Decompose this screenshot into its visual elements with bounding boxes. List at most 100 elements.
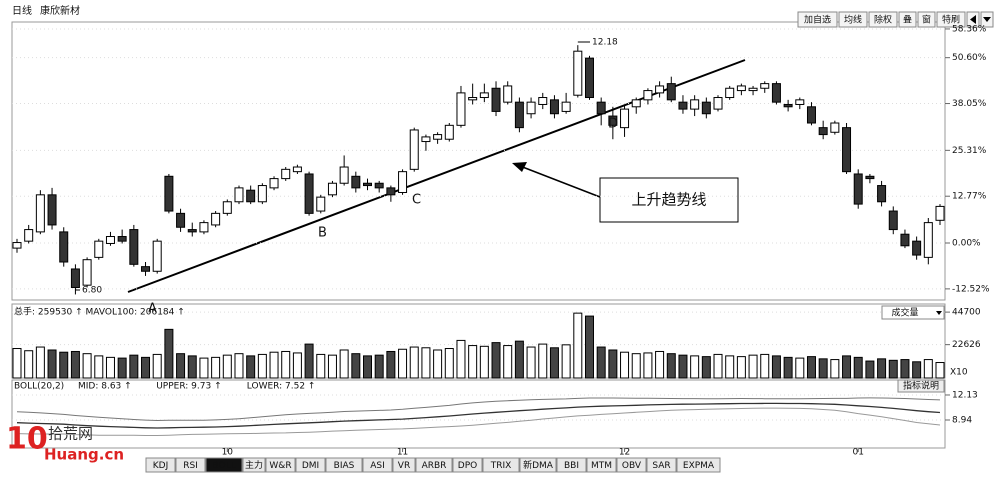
toolbar-button-label: 叠 xyxy=(903,15,912,26)
indicator-tab[interactable] xyxy=(646,457,677,473)
candle-body xyxy=(222,201,232,214)
toolbar-button-label: 特刷 xyxy=(942,14,960,26)
volume-bar xyxy=(888,359,898,379)
indicator-tab[interactable] xyxy=(295,457,326,473)
candle-body xyxy=(608,115,618,126)
volume-bar xyxy=(713,353,723,379)
dropdown-icon xyxy=(983,17,991,22)
candle-body xyxy=(304,173,314,214)
indicator-tab-label: ARBR xyxy=(422,461,447,471)
volume-bar xyxy=(900,359,910,379)
indicator-tab[interactable] xyxy=(482,457,520,473)
candle-body xyxy=(666,83,676,101)
x-tick-label: 10 xyxy=(222,448,234,458)
price-panel xyxy=(11,21,946,301)
volume-bar xyxy=(433,349,443,379)
candle-body xyxy=(82,259,92,286)
volume-bar xyxy=(351,353,361,379)
volume-bar xyxy=(514,340,524,379)
candle-body xyxy=(842,127,852,173)
candle-body xyxy=(47,194,57,226)
candle-body xyxy=(783,103,793,108)
volume-bar xyxy=(316,353,326,379)
indicator-tab[interactable] xyxy=(676,457,721,473)
indicator-help-button[interactable] xyxy=(897,379,945,393)
indicator-tab[interactable] xyxy=(616,457,647,473)
indicator-tab[interactable] xyxy=(325,457,363,473)
toolbar-button-label: 均线 xyxy=(844,14,862,26)
volume-bar xyxy=(725,355,735,379)
indicator-tab-label: ASI xyxy=(370,461,385,471)
toolbar-button-label: 窗 xyxy=(922,14,931,26)
indicator-tab-label: RSI xyxy=(183,461,198,471)
indicator-tab[interactable] xyxy=(145,457,176,473)
indicator-tab[interactable] xyxy=(392,457,416,473)
y-tick-label: 44700 xyxy=(952,308,981,318)
indicator-tab-label: BBI xyxy=(564,461,579,471)
volume-bar xyxy=(117,357,127,379)
volume-bar xyxy=(152,353,162,379)
indicator-tab-label: EXPMA xyxy=(683,461,715,471)
candle-body xyxy=(105,236,115,244)
candle-body xyxy=(620,108,630,129)
volume-bar xyxy=(771,355,781,379)
indicator-tab[interactable] xyxy=(519,457,557,473)
volume-bar xyxy=(456,339,466,379)
volume-bar xyxy=(105,356,115,379)
indicator-tab-label: TRIX xyxy=(490,461,512,471)
indicator-tab[interactable] xyxy=(242,457,266,473)
indicator-tab[interactable] xyxy=(415,457,453,473)
candle-body xyxy=(234,187,244,203)
candle-body xyxy=(246,189,256,203)
candle-body xyxy=(141,266,151,272)
volume-bar xyxy=(818,358,828,379)
indicator-tab[interactable] xyxy=(586,457,617,473)
volume-bar xyxy=(561,344,571,379)
toolbar-button[interactable] xyxy=(838,11,868,28)
candle-body xyxy=(561,101,571,112)
toolbar-button[interactable] xyxy=(898,11,917,28)
stock-name: 康欣新材 xyxy=(40,4,80,17)
toolbar-button[interactable] xyxy=(936,11,966,28)
indicator-tab[interactable] xyxy=(175,457,206,473)
indicator-tab[interactable] xyxy=(556,457,587,473)
x-tick-label: 12 xyxy=(619,448,630,458)
indicator-tab[interactable] xyxy=(452,457,483,473)
annotation: 6.80 xyxy=(82,286,102,296)
boll-panel xyxy=(11,379,946,449)
volume-bar xyxy=(468,345,478,379)
candle-body xyxy=(643,90,653,101)
volume-selector[interactable] xyxy=(881,305,945,320)
toolbar-button[interactable] xyxy=(797,11,838,28)
indicator-tab[interactable] xyxy=(205,457,243,473)
volume-bar xyxy=(47,349,57,379)
volume-bar xyxy=(409,346,419,379)
volume-bar xyxy=(678,354,688,379)
candle-body xyxy=(35,194,45,233)
toolbar-button[interactable] xyxy=(917,11,936,28)
candle-body xyxy=(736,85,746,92)
candle-body xyxy=(351,175,361,189)
volume-bar xyxy=(129,354,139,379)
volume-bar xyxy=(655,350,665,379)
candle-body xyxy=(538,97,548,105)
volume-bar xyxy=(549,347,559,379)
indicator-tab[interactable] xyxy=(362,457,393,473)
candle-body xyxy=(514,101,524,129)
volume-bar xyxy=(421,347,431,379)
indicator-tab-label: BIAS xyxy=(334,461,355,471)
candle-body xyxy=(94,240,104,258)
legend-entry: MID: 8.63 ↑ xyxy=(78,382,132,392)
candle-body xyxy=(491,87,501,112)
candle-body xyxy=(327,182,337,196)
indicator-tab[interactable] xyxy=(265,457,296,473)
volume-header: 总手: 259530 ↑ MAVOL100: 206184 ↑ xyxy=(14,306,185,318)
indicator-tab-label: VR xyxy=(398,461,410,471)
toolbar-button[interactable] xyxy=(868,11,898,28)
candle-body xyxy=(187,229,197,233)
arrow-shaft xyxy=(519,165,601,198)
candle-body xyxy=(59,231,69,263)
candle-body xyxy=(748,87,758,92)
candle-body xyxy=(468,97,478,101)
